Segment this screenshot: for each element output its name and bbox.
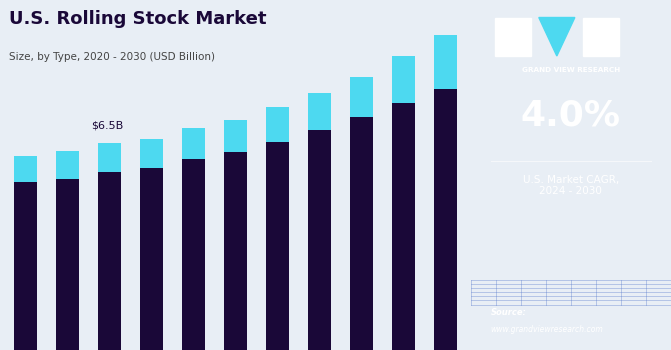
Text: U.S. Rolling Stock Market: U.S. Rolling Stock Market xyxy=(9,10,267,28)
Bar xyxy=(392,56,415,103)
Bar xyxy=(13,182,37,350)
Bar xyxy=(495,18,531,56)
Bar xyxy=(182,159,205,350)
Bar xyxy=(56,151,79,178)
Bar xyxy=(224,120,247,152)
Bar xyxy=(434,35,457,89)
Bar xyxy=(266,142,289,350)
Bar xyxy=(98,143,121,172)
Bar xyxy=(350,117,373,350)
Bar xyxy=(182,128,205,159)
Bar xyxy=(308,93,331,130)
Text: 4.0%: 4.0% xyxy=(521,98,621,133)
Text: Size, by Type, 2020 - 2030 (USD Billion): Size, by Type, 2020 - 2030 (USD Billion) xyxy=(9,52,215,63)
Bar xyxy=(140,139,163,168)
Bar xyxy=(434,89,457,350)
Bar xyxy=(583,18,619,56)
Text: www.grandviewresearch.com: www.grandviewresearch.com xyxy=(491,326,603,335)
Bar xyxy=(224,152,247,350)
Text: U.S. Market CAGR,
2024 - 2030: U.S. Market CAGR, 2024 - 2030 xyxy=(523,175,619,196)
Bar xyxy=(308,130,331,350)
Bar xyxy=(266,107,289,142)
Text: Source:: Source: xyxy=(491,308,527,317)
Bar xyxy=(392,103,415,350)
Bar xyxy=(98,172,121,350)
Text: GRAND VIEW RESEARCH: GRAND VIEW RESEARCH xyxy=(522,66,620,72)
Bar xyxy=(13,156,37,182)
Polygon shape xyxy=(539,18,575,56)
Text: $6.5B: $6.5B xyxy=(91,120,123,131)
Bar xyxy=(350,77,373,117)
Bar xyxy=(140,168,163,350)
Bar xyxy=(56,178,79,350)
